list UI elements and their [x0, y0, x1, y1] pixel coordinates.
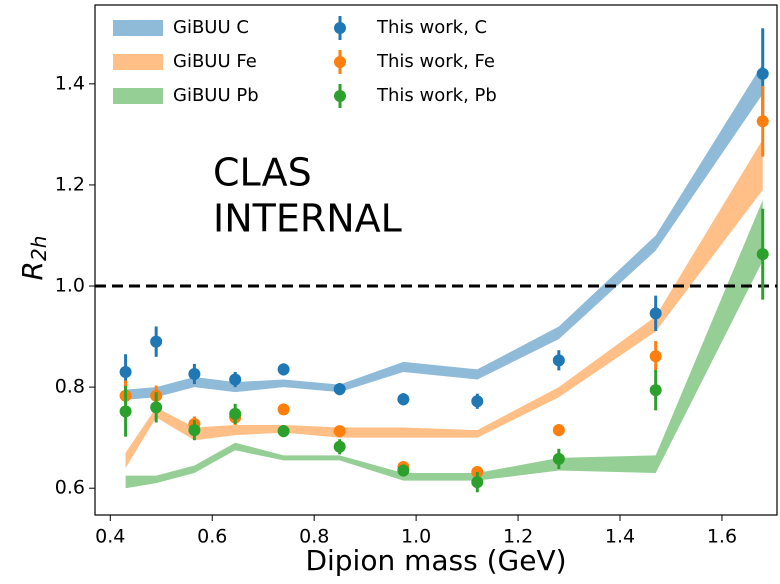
data-point: [277, 425, 290, 438]
legend-swatch: [113, 20, 163, 36]
legend-label: GiBUU Pb: [173, 85, 259, 106]
annotation: INTERNAL: [213, 197, 402, 241]
data-point: [188, 367, 201, 380]
x-axis-label: Dipion mass (GeV): [305, 544, 566, 577]
legend-label: This work, C: [376, 17, 487, 38]
x-tick-label: 0.6: [197, 526, 227, 548]
legend-label: GiBUU C: [173, 17, 249, 38]
y-tick-label: 0.6: [55, 477, 85, 499]
x-tick-label: 0.4: [95, 526, 125, 548]
data-point: [277, 363, 290, 376]
x-tick-label: 1.6: [707, 526, 737, 548]
data-point: [552, 354, 565, 367]
data-point: [119, 405, 132, 418]
legend-marker: [334, 90, 346, 102]
legend-label: This work, Pb: [376, 85, 497, 106]
y-tick-label: 1.4: [55, 72, 85, 94]
annotation: CLAS: [213, 151, 312, 195]
y-label-sub: 2h: [27, 236, 51, 261]
x-tick-label: 0.8: [299, 526, 329, 548]
model-band: [125, 139, 763, 468]
data-point: [552, 424, 565, 437]
data-point: [649, 384, 662, 397]
data-point: [471, 395, 484, 408]
data-point: [756, 67, 769, 80]
data-point: [649, 307, 662, 320]
data-point: [150, 401, 163, 414]
data-point: [188, 424, 201, 437]
data-point: [756, 115, 769, 128]
legend-label: GiBUU Fe: [173, 51, 257, 72]
data-point: [397, 393, 410, 406]
data-point: [333, 383, 346, 396]
data-point: [150, 335, 163, 348]
data-point: [277, 403, 290, 416]
legend-swatch: [113, 54, 163, 70]
data-point: [333, 440, 346, 453]
model-band: [125, 200, 763, 489]
legend-label: This work, Fe: [376, 51, 495, 72]
x-tick-label: 1.2: [503, 526, 533, 548]
data-point: [397, 464, 410, 477]
data-point: [649, 350, 662, 363]
data-point: [333, 425, 346, 438]
y-tick-label: 1.0: [55, 275, 85, 297]
plot-frame: [94, 4, 778, 516]
y-tick-label: 1.2: [55, 173, 85, 195]
data-point: [229, 407, 242, 420]
legend-marker: [334, 56, 346, 68]
x-tick-label: 1.0: [401, 526, 431, 548]
legend-marker: [334, 22, 346, 34]
y-label-base: R: [16, 261, 49, 280]
data-point: [756, 248, 769, 261]
data-point: [471, 476, 484, 489]
data-point: [229, 373, 242, 386]
y-axis-label: R2h: [16, 236, 51, 281]
y-tick-label: 0.8: [55, 376, 85, 398]
data-point: [119, 365, 132, 378]
x-tick-label: 1.4: [605, 526, 635, 548]
data-point: [552, 452, 565, 465]
legend-swatch: [113, 88, 163, 104]
